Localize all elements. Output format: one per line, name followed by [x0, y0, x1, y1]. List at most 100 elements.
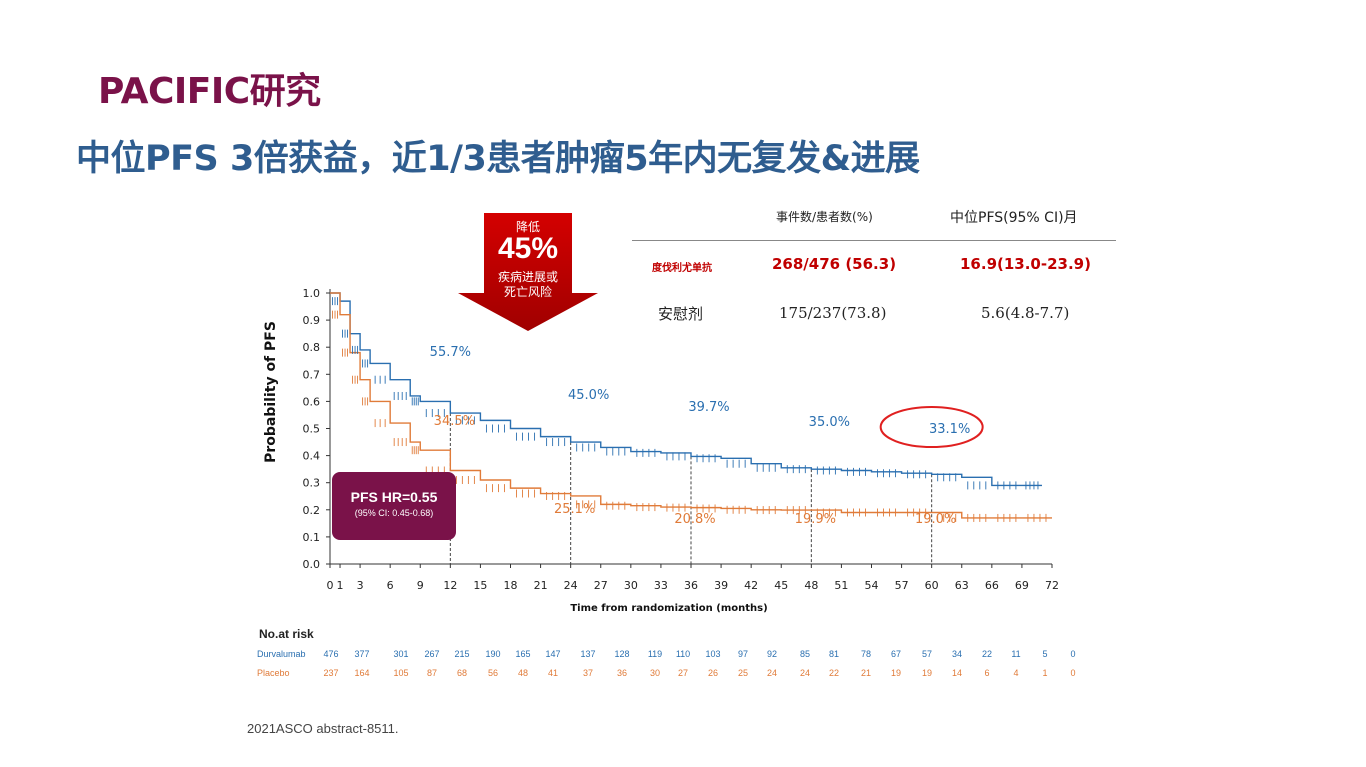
x-tick-label: 69	[1015, 579, 1029, 592]
highlight-circle	[879, 406, 984, 448]
risk-count: 81	[828, 649, 839, 659]
risk-count: 19	[921, 668, 932, 678]
risk-count: 147	[545, 649, 561, 659]
x-tick-label: 0	[327, 579, 334, 592]
y-tick-label: 0.0	[303, 558, 321, 571]
risk-count: 215	[454, 649, 470, 659]
risk-count: 25	[737, 668, 748, 678]
y-tick-label: 0.8	[303, 341, 321, 354]
y-tick-label: 0.2	[303, 504, 321, 517]
risk-count: 37	[582, 668, 593, 678]
x-tick-label: 42	[744, 579, 758, 592]
x-tick-label: 54	[865, 579, 879, 592]
slide-title: PACIFIC研究	[98, 71, 321, 112]
risk-count: 57	[921, 649, 932, 659]
risk-count: 19	[890, 668, 901, 678]
risk-count: 4	[1013, 668, 1019, 678]
x-tick-label: 9	[417, 579, 424, 592]
landmark-label-durvalumab: 55.7%	[430, 345, 471, 360]
x-tick-label: 33	[654, 579, 668, 592]
risk-count: 1	[1042, 668, 1048, 678]
risk-count: 30	[649, 668, 660, 678]
risk-count: 36	[616, 668, 627, 678]
risk-count: 377	[354, 649, 370, 659]
risk-count: 41	[547, 668, 558, 678]
table-divider	[632, 240, 1116, 241]
table-arm-placebo: 安慰剂	[658, 305, 704, 323]
x-tick-label: 57	[895, 579, 909, 592]
risk-count: 103	[705, 649, 721, 659]
risk-count: 78	[860, 649, 871, 659]
risk-count: 165	[515, 649, 531, 659]
landmark-label-durvalumab: 39.7%	[688, 400, 729, 415]
risk-count: 137	[580, 649, 596, 659]
callout-line1: 降低	[515, 220, 540, 234]
x-tick-label: 72	[1045, 579, 1059, 592]
x-tick-label: 36	[684, 579, 698, 592]
table-header-events: 事件数/患者数(%)	[776, 210, 873, 224]
risk-count: 85	[799, 649, 810, 659]
risk-count: 128	[614, 649, 630, 659]
risk-count: 0	[1070, 649, 1076, 659]
x-tick-label: 12	[443, 579, 457, 592]
risk-count: 105	[393, 668, 409, 678]
risk-count: 24	[799, 668, 810, 678]
risk-count: 11	[1011, 649, 1021, 659]
y-tick-label: 0.9	[303, 314, 321, 327]
slide-subtitle: 中位PFS 3倍获益，近1/3患者肿瘤5年内无复发&进展	[76, 139, 920, 179]
reduction-arrow-icon	[458, 213, 598, 331]
risk-count: 0	[1070, 668, 1076, 678]
risk-count: 22	[828, 668, 839, 678]
x-axis-label: Time from randomization (months)	[570, 603, 767, 614]
x-tick-label: 6	[387, 579, 394, 592]
table-header-median: 中位PFS(95% CI)月	[950, 210, 1078, 226]
landmark-label-placebo: 34.5%	[434, 414, 475, 429]
table-arm-durvalumab: 度伐利尤单抗	[652, 263, 712, 274]
risk-count: 267	[424, 649, 440, 659]
table-median-durvalumab: 16.9(13.0-23.9)	[960, 255, 1091, 273]
risk-count: 14	[951, 668, 962, 678]
hr-ci: (95% CI: 0.45-0.68)	[354, 508, 434, 518]
risk-count: 237	[323, 668, 339, 678]
hr-box: PFS HR=0.55 (95% CI: 0.45-0.68)	[332, 472, 456, 540]
risk-count: 26	[707, 668, 718, 678]
x-tick-label: 45	[774, 579, 788, 592]
hr-label: PFS HR=0.55	[350, 489, 438, 505]
risk-count: 6	[984, 668, 990, 678]
footer-reference: 2021ASCO abstract-8511.	[247, 721, 399, 736]
x-tick-label: 66	[985, 579, 999, 592]
landmark-label-durvalumab: 35.0%	[809, 415, 850, 430]
x-tick-label: 30	[624, 579, 638, 592]
table-events-placebo: 175/237(73.8)	[779, 304, 887, 322]
risk-count: 97	[737, 649, 748, 659]
table-events-durvalumab: 268/476 (56.3)	[772, 255, 897, 273]
y-tick-label: 0.3	[303, 477, 321, 490]
risk-row-label: Durvalumab	[257, 649, 306, 659]
x-tick-label: 51	[834, 579, 848, 592]
risk-count: 67	[890, 649, 901, 659]
x-tick-label: 60	[925, 579, 939, 592]
risk-count: 476	[323, 649, 339, 659]
risk-count: 119	[647, 649, 663, 659]
y-tick-label: 0.7	[303, 368, 321, 381]
landmark-label-placebo: 20.8%	[674, 512, 715, 527]
risk-count: 48	[517, 668, 528, 678]
callout-line2: 疾病进展或	[497, 270, 558, 284]
callout-line3: 死亡风险	[503, 285, 552, 299]
risk-count: 22	[981, 649, 992, 659]
x-tick-label: 27	[594, 579, 608, 592]
x-tick-label: 3	[357, 579, 364, 592]
risk-count: 34	[951, 649, 962, 659]
landmark-label-placebo: 25.1%	[554, 502, 595, 517]
risk-count: 56	[487, 668, 498, 678]
x-tick-label: 24	[564, 579, 578, 592]
risk-count: 21	[860, 668, 871, 678]
x-tick-label: 21	[534, 579, 548, 592]
risk-count: 190	[485, 649, 501, 659]
y-tick-label: 0.1	[303, 531, 321, 544]
risk-table-heading: No.at risk	[259, 627, 314, 641]
risk-count: 27	[677, 668, 688, 678]
landmark-label-durvalumab: 45.0%	[568, 388, 609, 403]
x-tick-label: 1	[337, 579, 344, 592]
